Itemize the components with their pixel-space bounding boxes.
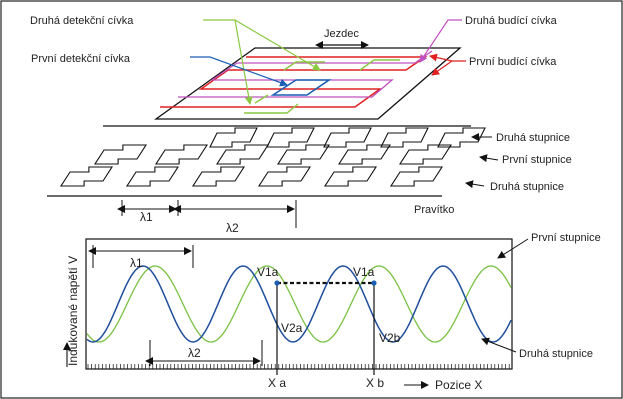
graph-ticks bbox=[87, 364, 510, 369]
scale-pad bbox=[93, 144, 148, 165]
label-lambda1-graph: λ1 bbox=[130, 256, 143, 270]
label-xa: X a bbox=[268, 376, 286, 390]
leader-second-excite bbox=[419, 19, 462, 63]
label-xb: X b bbox=[366, 376, 384, 390]
first-detect-coil bbox=[270, 79, 332, 96]
slider-plate bbox=[153, 47, 462, 120]
wave-first-scale bbox=[86, 265, 512, 343]
leader-wave-second bbox=[481, 337, 517, 353]
scale-pad bbox=[276, 144, 331, 165]
label-position-axis: Pozice X bbox=[435, 378, 482, 392]
label-lambda2-graph: λ2 bbox=[188, 346, 201, 360]
label-second-excite-coil: Druhá budící cívka bbox=[465, 15, 558, 27]
leader-second-scale-bottom bbox=[465, 180, 485, 189]
scale-pad bbox=[437, 127, 486, 148]
scale-pad bbox=[389, 166, 444, 187]
label-v2b: V2b bbox=[379, 331, 401, 345]
label-voltage-axis: Indukované napětí V bbox=[66, 256, 80, 366]
leader-first-excite-2 bbox=[431, 60, 453, 76]
scale-pad bbox=[398, 144, 453, 165]
label-first-excite-coil: První budící cívka bbox=[469, 56, 557, 68]
scale-pad bbox=[59, 166, 114, 187]
leader-first-detect bbox=[190, 56, 288, 87]
scale-pad bbox=[323, 127, 372, 148]
label-v2a: V2a bbox=[281, 321, 303, 335]
scale-pad bbox=[380, 127, 429, 148]
second-excite-coil bbox=[178, 50, 433, 98]
label-wave-second-scale: Druhá stupnice bbox=[519, 348, 593, 360]
label-lambda1-top: λ1 bbox=[140, 210, 153, 224]
scale-pad bbox=[154, 144, 209, 165]
label-v1a-right: V1a bbox=[353, 265, 375, 279]
leader-first-scale bbox=[479, 154, 499, 163]
scale-pad bbox=[209, 127, 258, 148]
scale-pads bbox=[59, 127, 486, 187]
label-ruler: Pravítko bbox=[414, 204, 454, 216]
v1a-left-point bbox=[274, 280, 280, 286]
label-v1a-left: V1a bbox=[257, 265, 279, 279]
leader-second-detect-2 bbox=[234, 19, 253, 105]
scale-pad bbox=[125, 166, 180, 187]
label-wave-first-scale: První stupnice bbox=[531, 232, 601, 244]
second-detect-coil bbox=[244, 59, 400, 114]
scale-pad bbox=[191, 166, 246, 187]
scale-pad bbox=[323, 166, 378, 187]
label-first-scale: První stupnice bbox=[502, 154, 572, 166]
label-second-scale-top: Druhá stupnice bbox=[496, 132, 570, 144]
label-lambda2-top: λ2 bbox=[226, 221, 239, 235]
scale-pad bbox=[266, 127, 315, 148]
scale-pad bbox=[257, 166, 312, 187]
wave-second-scale bbox=[86, 265, 512, 343]
scale-pad bbox=[337, 144, 392, 165]
label-second-scale-bottom: Druhá stupnice bbox=[490, 181, 564, 193]
scale-pad bbox=[215, 144, 270, 165]
label-second-detect-coil: Druhá detekční cívka bbox=[30, 15, 134, 27]
leader-wave-first bbox=[497, 238, 529, 259]
label-first-detect-coil: První detekční cívka bbox=[31, 53, 131, 65]
v1a-right-point bbox=[371, 280, 377, 286]
graph-frame bbox=[85, 238, 513, 370]
label-slider: Jezdec bbox=[324, 28, 359, 40]
